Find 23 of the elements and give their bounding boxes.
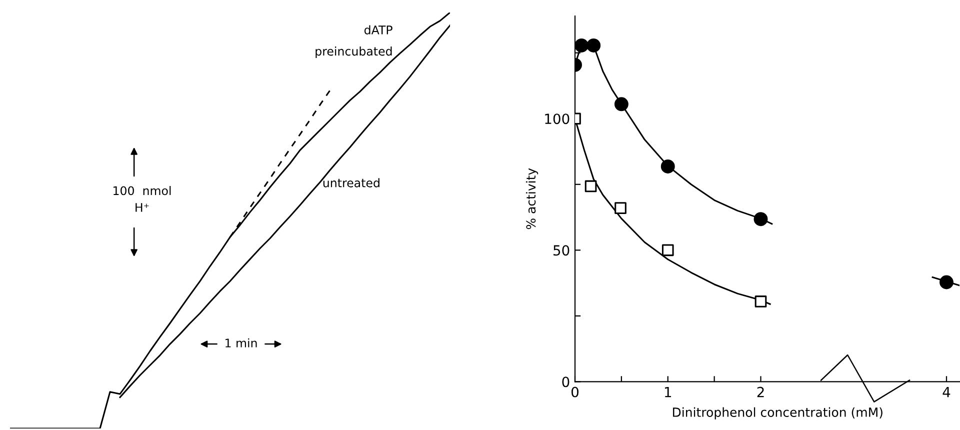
x-axis-title: Dinitrophenol concentration (mM)	[672, 407, 882, 420]
x-tick-label: 1	[664, 386, 672, 398]
annotation: 1 min	[226, 338, 257, 348]
series-label: dATP preincubated	[316, 25, 392, 58]
y-tick-label: 50	[554, 245, 570, 256]
point	[614, 202, 626, 214]
y-tick-label: 0	[562, 376, 570, 388]
point	[660, 160, 675, 174]
point	[940, 275, 954, 290]
y-axis-title: % activity	[526, 168, 538, 230]
x-tick-label: 4	[942, 386, 950, 398]
point	[584, 180, 597, 192]
x-tick-label: 2	[757, 386, 764, 398]
point	[754, 296, 767, 308]
point	[754, 212, 768, 226]
point	[614, 97, 628, 112]
point	[662, 244, 674, 256]
point	[586, 38, 601, 52]
annotation: 100 nmol H⁺	[114, 186, 171, 212]
point	[575, 38, 588, 52]
y-tick-label: 100	[545, 114, 570, 124]
series-label: untreated	[323, 178, 380, 188]
x-tick-label: 0	[571, 386, 578, 398]
